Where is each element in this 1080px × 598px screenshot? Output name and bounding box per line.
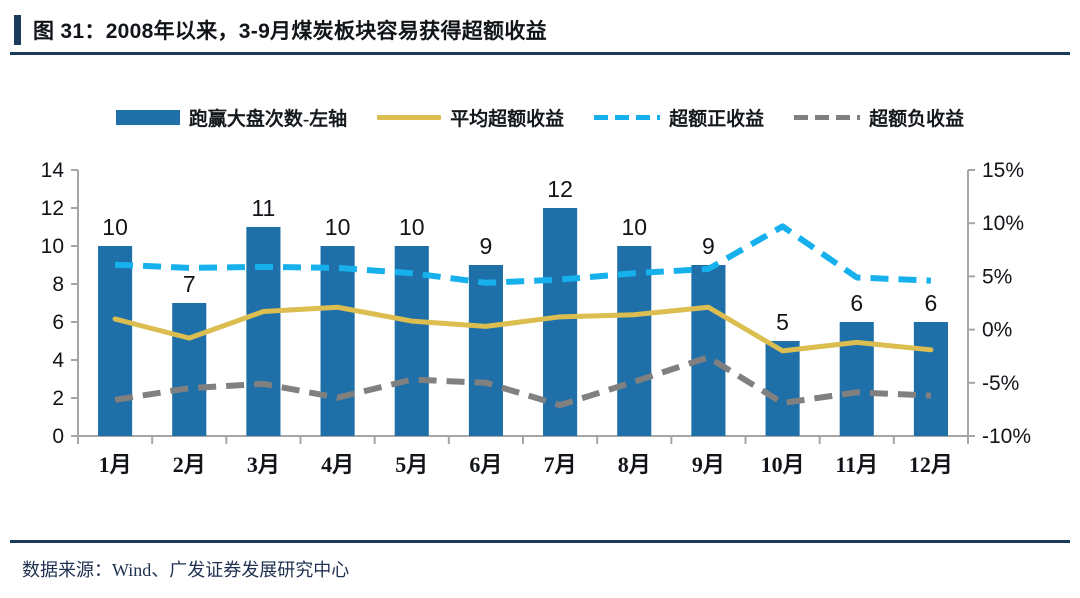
legend-item-positive-excess[interactable]: 超额正收益 xyxy=(594,104,764,131)
source-note: 数据来源：Wind、广发证券发展研究中心 xyxy=(22,560,350,580)
x-axis-category-label: 7月 xyxy=(544,452,577,477)
legend-label-positive-excess: 超额正收益 xyxy=(669,108,765,130)
bar-12月[interactable] xyxy=(913,322,948,436)
bar-value-label: 10 xyxy=(621,214,647,240)
bar-value-label: 9 xyxy=(480,233,493,259)
left-axis-tick-label: 8 xyxy=(52,273,64,296)
right-axis-tick-label: -5% xyxy=(982,372,1019,395)
legend-item-negative-excess[interactable]: 超额负收益 xyxy=(794,104,964,131)
legend-label-bars: 跑赢大盘次数-左轴 xyxy=(188,108,348,130)
bar-8月[interactable] xyxy=(617,246,652,436)
left-axis-tick-label: 14 xyxy=(41,159,65,182)
right-axis-tick-label: 15% xyxy=(982,159,1024,182)
series-line-超额负收益[interactable] xyxy=(114,354,932,409)
bar-value-label: 11 xyxy=(251,195,275,221)
x-axis-category-label: 2月 xyxy=(173,452,206,477)
series-line-超额正收益[interactable] xyxy=(114,223,932,286)
right-axis-tick-label: 10% xyxy=(982,212,1024,235)
footer-divider xyxy=(10,540,1070,543)
left-axis-tick-label: 4 xyxy=(52,349,64,372)
x-axis-category-label: 8月 xyxy=(618,452,651,477)
legend-item-avg-excess[interactable]: 平均超额收益 xyxy=(377,104,564,131)
header-divider xyxy=(10,52,1070,55)
bar-10月[interactable] xyxy=(765,341,800,436)
bar-value-label: 6 xyxy=(925,290,938,316)
page-title: 图 31：2008年以来，3-9月煤炭板块容易获得超额收益 xyxy=(33,20,547,43)
x-axis-category-label: 4月 xyxy=(321,452,354,477)
bar-1月[interactable] xyxy=(98,246,133,436)
chart-legend: 跑赢大盘次数-左轴 平均超额收益 超额正收益 超额负收益 xyxy=(0,100,1080,134)
bar-value-label: 12 xyxy=(547,176,573,202)
legend-swatch-bar-icon xyxy=(115,109,180,125)
bar-11月[interactable] xyxy=(839,322,874,436)
bar-2月[interactable] xyxy=(172,303,207,436)
bar-value-label: 7 xyxy=(183,271,196,297)
left-axis-tick-label: 0 xyxy=(52,425,64,448)
x-axis-category-label: 3月 xyxy=(247,452,280,477)
legend-swatch-solid-line-icon xyxy=(377,114,442,120)
x-axis-category-label: 6月 xyxy=(469,452,502,477)
bar-value-label: 10 xyxy=(102,214,128,240)
bar-value-label: 10 xyxy=(325,214,351,240)
x-axis-category-label: 9月 xyxy=(692,452,725,477)
left-axis-tick-label: 2 xyxy=(52,387,64,410)
x-axis-category-label: 5月 xyxy=(395,452,428,477)
legend-swatch-dashed-cyan-icon xyxy=(594,114,661,120)
bar-value-label: 5 xyxy=(776,309,789,335)
x-axis-category-label: 10月 xyxy=(761,452,805,477)
bar-7月[interactable] xyxy=(543,208,578,436)
left-axis-tick-label: 6 xyxy=(52,311,64,334)
figure-title-bar: 图 31：2008年以来，3-9月煤炭板块容易获得超额收益 xyxy=(0,8,1080,52)
legend-swatch-dashed-gray-icon xyxy=(794,114,861,120)
right-axis-tick-label: 5% xyxy=(982,265,1012,288)
bar-4月[interactable] xyxy=(320,246,355,436)
bar-3月[interactable] xyxy=(246,227,281,436)
legend-label-avg-excess: 平均超额收益 xyxy=(450,108,565,130)
x-axis-category-label: 1月 xyxy=(99,452,132,477)
bar-6月[interactable] xyxy=(468,265,503,436)
legend-label-negative-excess: 超额负收益 xyxy=(869,108,965,130)
title-accent-bar xyxy=(14,15,21,45)
bar-9月[interactable] xyxy=(691,265,726,436)
right-axis-tick-label: -10% xyxy=(982,425,1031,448)
bar-value-label: 9 xyxy=(702,233,715,259)
bar-value-label: 6 xyxy=(850,290,863,316)
x-axis-category-label: 11月 xyxy=(835,452,878,477)
bar-value-label: 10 xyxy=(399,214,425,240)
left-axis-tick-label: 10 xyxy=(41,235,64,258)
right-axis-tick-label: 0% xyxy=(982,319,1012,342)
legend-item-bars[interactable]: 跑赢大盘次数-左轴 xyxy=(115,104,348,131)
x-axis-category-label: 12月 xyxy=(909,452,953,477)
left-axis-tick-label: 12 xyxy=(41,197,64,220)
series-line-平均超额收益[interactable] xyxy=(112,304,934,354)
